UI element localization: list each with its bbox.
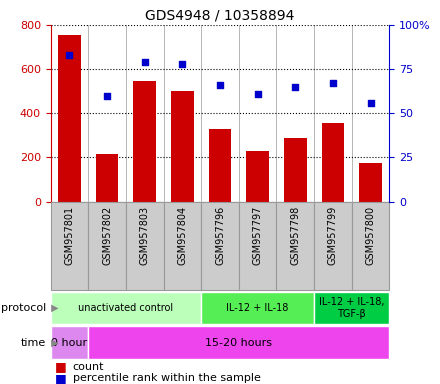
Bar [58,35,81,202]
Bar [239,202,276,290]
Point [367,99,374,106]
Text: ■: ■ [55,360,67,373]
Text: ▶: ▶ [48,338,59,348]
Text: IL-12 + IL-18,
TGF-β: IL-12 + IL-18, TGF-β [319,297,385,319]
Text: GSM957802: GSM957802 [102,206,112,265]
Text: GSM957803: GSM957803 [140,206,150,265]
Bar [126,202,164,290]
Text: ■: ■ [55,372,67,384]
Text: 15-20 hours: 15-20 hours [205,338,272,348]
Text: IL-12 + IL-18: IL-12 + IL-18 [227,303,289,313]
Bar [88,326,389,359]
Bar [322,123,344,202]
Text: GSM957800: GSM957800 [366,206,376,265]
Text: GSM957796: GSM957796 [215,206,225,265]
Bar [314,202,352,290]
Point [179,61,186,67]
Text: percentile rank within the sample: percentile rank within the sample [73,373,260,383]
Point [254,91,261,97]
Bar [201,292,314,324]
Point [216,82,224,88]
Text: protocol: protocol [1,303,46,313]
Text: ▶: ▶ [48,303,59,313]
Bar [171,91,194,202]
Bar [51,202,88,290]
Text: time: time [21,338,46,348]
Bar [314,292,389,324]
Bar [51,292,201,324]
Bar [209,129,231,202]
Bar [201,202,239,290]
Text: GSM957797: GSM957797 [253,206,263,265]
Bar [96,154,118,202]
Title: GDS4948 / 10358894: GDS4948 / 10358894 [145,8,295,22]
Bar [133,81,156,202]
Text: GSM957798: GSM957798 [290,206,300,265]
Bar [246,151,269,202]
Bar [88,202,126,290]
Bar [164,202,201,290]
Text: unactivated control: unactivated control [78,303,173,313]
Bar [352,202,389,290]
Point [330,80,337,86]
Point [292,84,299,90]
Text: GSM957804: GSM957804 [177,206,187,265]
Text: GSM957799: GSM957799 [328,206,338,265]
Text: count: count [73,362,104,372]
Text: 0 hour: 0 hour [51,338,88,348]
Bar [276,202,314,290]
Bar [51,326,88,359]
Point [103,93,110,99]
Point [66,52,73,58]
Point [141,59,148,65]
Bar [284,137,307,202]
Text: GSM957801: GSM957801 [64,206,74,265]
Bar [359,163,382,202]
